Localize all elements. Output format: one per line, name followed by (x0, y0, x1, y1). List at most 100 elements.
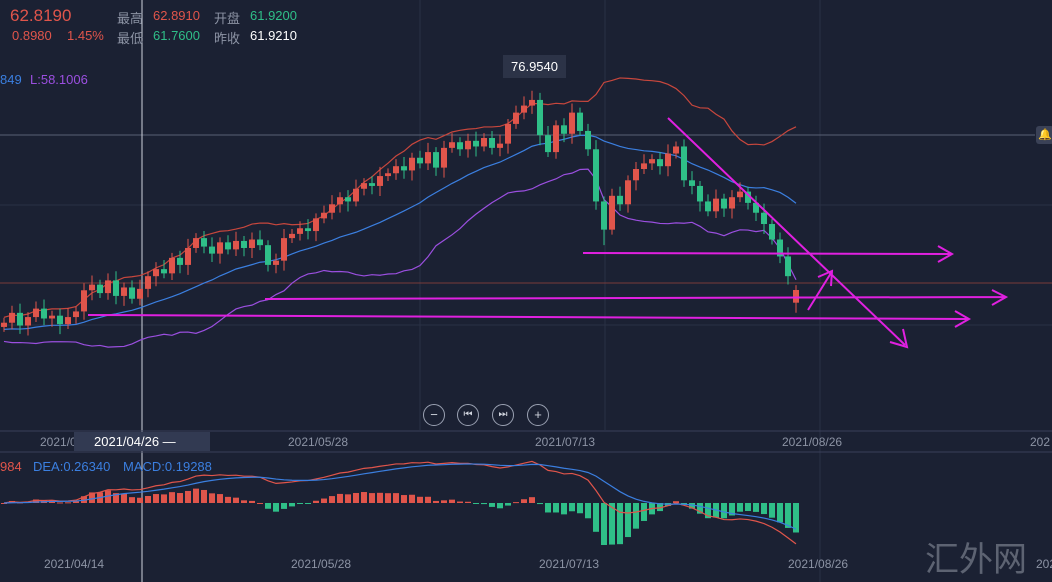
macd-histogram-bar (33, 499, 39, 503)
macd-histogram-bar (761, 503, 767, 515)
candle-body (145, 276, 151, 289)
next-button[interactable]: ⏭ (492, 404, 514, 426)
candle-body (697, 185, 703, 202)
macd-histogram-bar (321, 498, 327, 503)
macd-histogram-bar (273, 503, 279, 512)
candle-body (321, 212, 327, 219)
macd-histogram-bar (585, 503, 591, 519)
candle-body (193, 238, 199, 248)
macd-histogram-bar (641, 503, 647, 521)
bollinger-upper (3, 77, 797, 318)
candle-body (545, 135, 551, 153)
open-label: 开盘 (214, 11, 241, 26)
candle-body (273, 260, 279, 265)
watermark: 汇外网 (925, 540, 1027, 580)
support-line-1 (582, 245, 955, 263)
macd-histogram-bar (289, 503, 295, 507)
open-value: 61.9200 (250, 8, 297, 23)
candle-body (129, 287, 135, 299)
candle-body (313, 218, 319, 232)
macd-histogram-bar (481, 503, 487, 505)
macd-histogram-bar (1, 503, 7, 504)
candle-body (249, 239, 255, 248)
candle-body (121, 287, 127, 296)
zoom-out-button[interactable]: − (423, 404, 445, 426)
candle-body (33, 308, 39, 318)
candle-body (177, 257, 183, 265)
candle-body (417, 157, 423, 164)
macd-dif-line (3, 460, 797, 545)
candle-body (401, 166, 407, 171)
candle-body (169, 257, 175, 274)
downtrend-line (667, 117, 909, 349)
macd-histogram-bar (177, 493, 183, 503)
macd-histogram-bar (561, 503, 567, 515)
macd-histogram-bar (225, 496, 231, 503)
candle-body (657, 159, 663, 167)
macd-histogram-bar (121, 493, 127, 503)
macd-histogram-bar (313, 500, 319, 503)
candle-body (425, 152, 431, 164)
macd-x-axis-label: 2021/08/26 (788, 557, 849, 571)
zoom-in-button[interactable]: + (527, 404, 549, 426)
macd-histogram-bar (185, 490, 191, 503)
support-line-3 (87, 310, 972, 328)
candle-body (705, 201, 711, 212)
candle-body (625, 180, 631, 205)
macd-histogram-bar (601, 503, 607, 545)
candle-body (57, 315, 63, 325)
candle-body (577, 112, 583, 131)
macd-x-axis-label: 2021/07/13 (539, 557, 600, 571)
x-axis-label: 2021/07/13 (535, 435, 596, 449)
candle-body (721, 198, 727, 209)
candle-body (793, 290, 799, 303)
candle-body (329, 204, 335, 213)
macd-histogram-bar (265, 503, 271, 509)
macd-histogram-bar (569, 503, 575, 512)
macd-dea-line (3, 463, 797, 530)
candle-body (777, 239, 783, 257)
candle-body (265, 245, 271, 265)
candle-body (449, 142, 455, 148)
candle-body (49, 315, 55, 319)
candle-body (9, 312, 15, 323)
macd-histogram-bar (689, 503, 695, 509)
candle-body (665, 153, 671, 167)
macd-histogram-bar (537, 503, 543, 505)
candle-body (505, 123, 511, 144)
candle-body (481, 138, 487, 147)
macd-histogram-bar (793, 503, 799, 533)
macd-histogram-bar (137, 497, 143, 503)
macd-histogram-bar (241, 500, 247, 503)
previous-button[interactable]: ⏮ (457, 404, 479, 426)
macd-histogram-bar (633, 503, 639, 529)
macd-histogram-bar (329, 496, 335, 503)
macd-histogram-bar (521, 499, 527, 503)
macd-histogram-bar (73, 501, 79, 503)
candle-body (201, 238, 207, 247)
candle-body (585, 130, 591, 150)
macd-histogram-bar (113, 493, 119, 503)
macd-histogram-bar (769, 503, 775, 518)
macd-dea-value: DEA:0.26340 (33, 459, 111, 474)
x-axis-label: 2021/0 (40, 435, 77, 449)
macd-histogram-bar (625, 503, 631, 538)
candle-body (257, 239, 263, 246)
support-line-2 (264, 289, 1009, 306)
macd-histogram-bar (305, 503, 311, 504)
macd-histogram-bar (737, 503, 743, 512)
candle-body (729, 197, 735, 209)
macd-histogram-bar (441, 500, 447, 503)
bell-icon[interactable]: 🔔 (1036, 126, 1052, 144)
high-label: 最高 (117, 11, 144, 26)
x-axis-label: 2021/05/28 (288, 435, 349, 449)
macd-histogram-bar (433, 500, 439, 503)
macd-histogram-bar (553, 503, 559, 513)
candle-body (113, 280, 119, 296)
macd-histogram-bar (169, 492, 175, 503)
candle-body (753, 202, 759, 213)
candle-body (185, 247, 191, 265)
candle-body (713, 198, 719, 212)
candle-body (289, 233, 295, 239)
